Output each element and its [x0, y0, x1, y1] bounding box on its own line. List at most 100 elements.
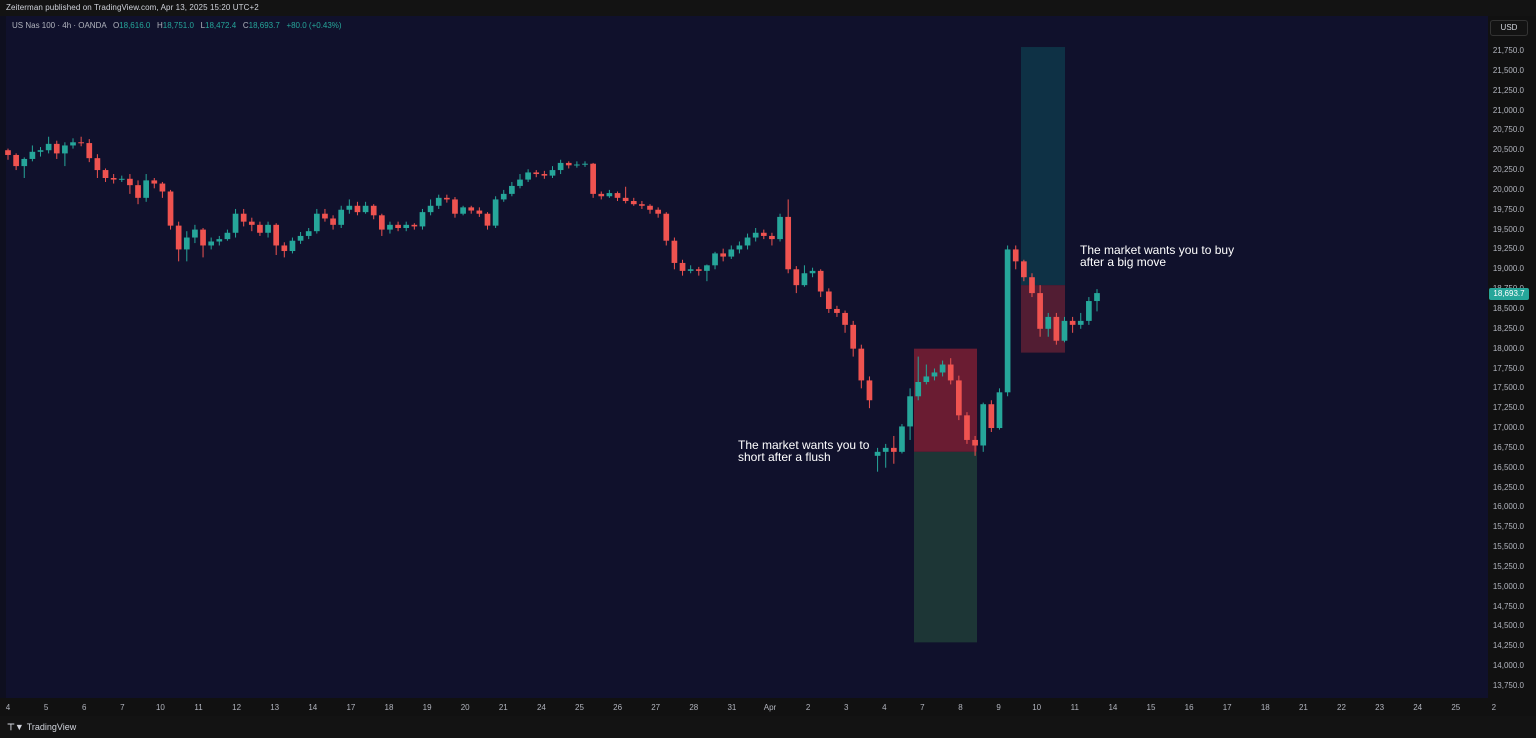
- candle-body[interactable]: [565, 162, 572, 166]
- candle-body[interactable]: [143, 180, 150, 198]
- candle-body[interactable]: [476, 210, 483, 214]
- candle-body[interactable]: [834, 308, 840, 313]
- candle-body[interactable]: [760, 232, 767, 236]
- candle-body[interactable]: [346, 205, 353, 210]
- candle-body[interactable]: [825, 291, 832, 309]
- candle-body[interactable]: [704, 265, 710, 271]
- candle-body[interactable]: [1021, 261, 1027, 278]
- candle-body[interactable]: [671, 240, 678, 263]
- candle-body[interactable]: [151, 180, 158, 184]
- candle-body[interactable]: [590, 163, 596, 194]
- candle-body[interactable]: [86, 143, 93, 159]
- candle-body[interactable]: [411, 224, 418, 227]
- candle-body[interactable]: [728, 249, 735, 257]
- candle-body[interactable]: [817, 270, 824, 292]
- candle-body[interactable]: [460, 207, 466, 214]
- candle-body[interactable]: [606, 193, 613, 197]
- candle-body[interactable]: [419, 212, 426, 227]
- candle-body[interactable]: [1086, 301, 1092, 321]
- candle-body[interactable]: [777, 216, 783, 240]
- candle-body[interactable]: [947, 364, 954, 381]
- candle-body[interactable]: [630, 201, 637, 205]
- candle-body[interactable]: [517, 179, 523, 186]
- candle-body[interactable]: [679, 262, 686, 271]
- candle-body[interactable]: [882, 447, 889, 452]
- candle-body[interactable]: [110, 178, 117, 180]
- candle-body[interactable]: [289, 240, 296, 252]
- candle-body[interactable]: [29, 151, 36, 159]
- candle-body[interactable]: [484, 213, 491, 226]
- candle-body[interactable]: [265, 224, 271, 233]
- candle-body[interactable]: [167, 191, 174, 226]
- candle-body[interactable]: [62, 145, 68, 154]
- candle-body[interactable]: [801, 273, 808, 286]
- candle-body[interactable]: [78, 142, 84, 144]
- candle-body[interactable]: [362, 205, 369, 213]
- candle-body[interactable]: [1012, 249, 1019, 262]
- candle-body[interactable]: [70, 142, 76, 146]
- candle-body[interactable]: [208, 241, 215, 246]
- candle-body[interactable]: [996, 392, 1003, 429]
- candle-body[interactable]: [378, 215, 385, 230]
- candle-body[interactable]: [281, 245, 288, 252]
- time-axis[interactable]: 4 5 6 7 10 11 12 13 14 17 18 19 20 21 24 25 26 27 28 31 Apr 2…: [0, 698, 1536, 716]
- candle-body[interactable]: [452, 199, 458, 214]
- candle-body[interactable]: [216, 239, 223, 242]
- candle-body[interactable]: [354, 205, 361, 213]
- candle-body[interactable]: [598, 193, 605, 197]
- short-position-target-zone[interactable]: [914, 451, 977, 643]
- candle-body[interactable]: [964, 415, 970, 440]
- candle-body[interactable]: [931, 372, 938, 377]
- candle-body[interactable]: [769, 235, 775, 240]
- candle-body[interactable]: [305, 231, 312, 236]
- candle-body[interactable]: [850, 324, 857, 349]
- candle-body[interactable]: [533, 172, 540, 175]
- candle-body[interactable]: [427, 205, 434, 213]
- buy-annotation[interactable]: The market wants you to buy after a big …: [1080, 244, 1234, 268]
- candle-body[interactable]: [655, 209, 661, 214]
- candle-body[interactable]: [736, 245, 743, 250]
- candle-body[interactable]: [622, 197, 629, 202]
- candle-body[interactable]: [842, 312, 848, 325]
- candle-body[interactable]: [370, 205, 377, 216]
- long-position-target-zone[interactable]: [1021, 47, 1065, 286]
- candle-body[interactable]: [988, 404, 995, 429]
- candle-body[interactable]: [395, 224, 401, 229]
- candle-body[interactable]: [809, 270, 816, 274]
- candle-body[interactable]: [175, 225, 182, 250]
- candle-body[interactable]: [297, 235, 304, 241]
- candle-body[interactable]: [435, 197, 442, 206]
- candle-body[interactable]: [858, 348, 865, 381]
- candle-body[interactable]: [240, 213, 247, 222]
- symbol-ohlc-legend[interactable]: US Nas 100 · 4h · OANDA O18,616.0 H18,75…: [12, 21, 342, 30]
- candlestick-series[interactable]: [5, 136, 1100, 472]
- candle-body[interactable]: [273, 224, 280, 246]
- candle-body[interactable]: [972, 439, 978, 446]
- candle-body[interactable]: [923, 376, 930, 382]
- candle-body[interactable]: [492, 199, 499, 226]
- candle-body[interactable]: [890, 447, 897, 452]
- candle-body[interactable]: [1037, 293, 1043, 329]
- candle-body[interactable]: [45, 143, 52, 151]
- chart-pane[interactable]: [6, 16, 1488, 698]
- candle-body[interactable]: [695, 269, 702, 271]
- candle-body[interactable]: [785, 216, 792, 270]
- candle-body[interactable]: [192, 229, 198, 238]
- candle-body[interactable]: [444, 197, 450, 200]
- candle-body[interactable]: [663, 213, 670, 241]
- candle-body[interactable]: [614, 193, 621, 198]
- candle-body[interactable]: [744, 237, 751, 246]
- position-tools[interactable]: [914, 47, 1065, 643]
- candle-body[interactable]: [322, 213, 328, 219]
- candle-body[interactable]: [21, 158, 28, 167]
- candle-body[interactable]: [387, 224, 393, 230]
- candle-body[interactable]: [1061, 320, 1068, 341]
- candle-body[interactable]: [793, 269, 800, 286]
- candle-body[interactable]: [232, 213, 239, 233]
- candle-body[interactable]: [5, 150, 11, 155]
- candle-body[interactable]: [549, 170, 556, 176]
- candle-body[interactable]: [468, 207, 475, 211]
- candle-body[interactable]: [980, 404, 987, 446]
- candle-body[interactable]: [939, 364, 946, 373]
